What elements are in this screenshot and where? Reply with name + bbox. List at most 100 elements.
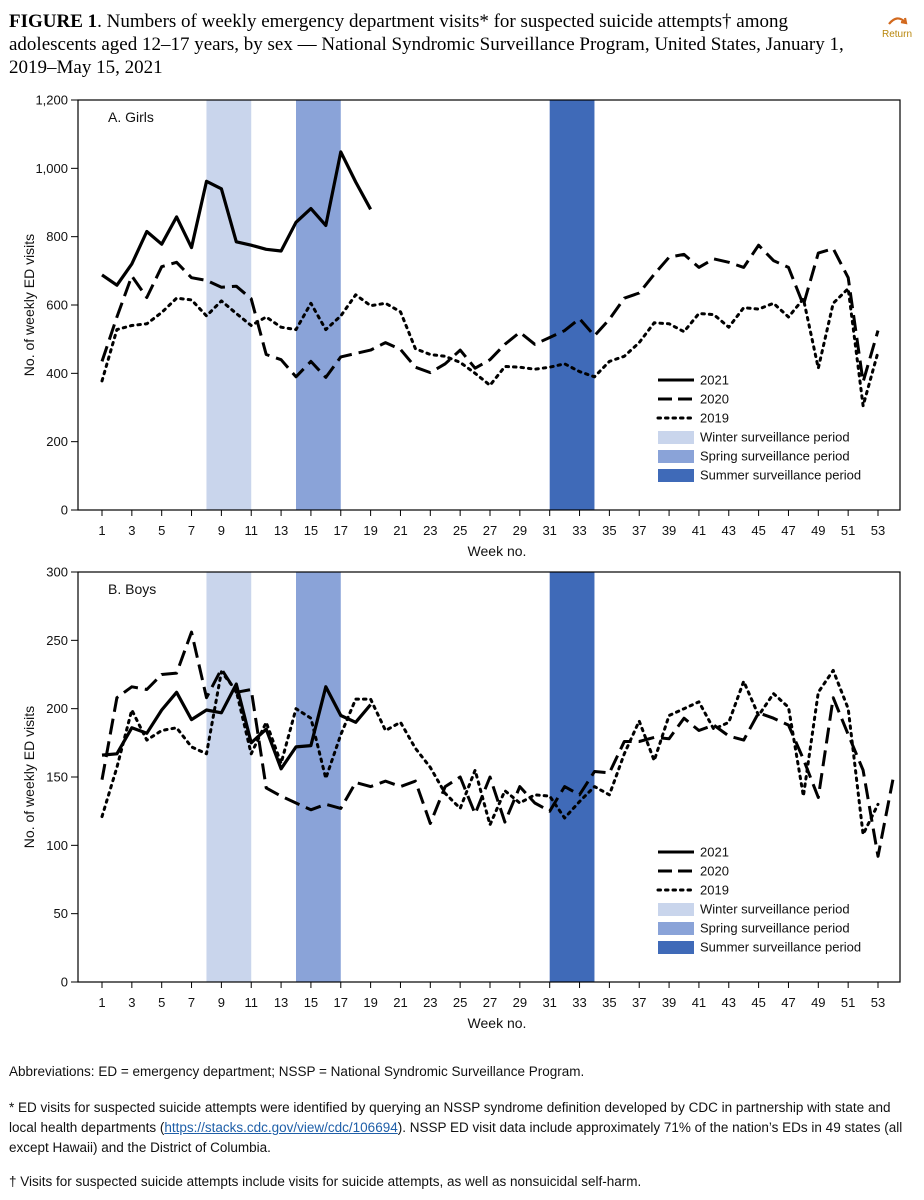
- boys-ytick-label-50: 50: [54, 906, 68, 921]
- boys-legend-label-band-0: Winter surveillance period: [700, 902, 850, 917]
- girls-xtick-label-27: 27: [483, 523, 497, 538]
- girls-legend-label-2021: 2021: [700, 373, 729, 388]
- girls-series-2021: [101, 150, 373, 287]
- boys-xtick-label-5: 5: [158, 995, 165, 1010]
- boys-ytick-label-0: 0: [61, 975, 68, 990]
- boys-yaxis-title: No. of weekly ED visits: [21, 706, 37, 848]
- girls-xtick-label-33: 33: [572, 523, 586, 538]
- girls-xtick-label-47: 47: [781, 523, 795, 538]
- girls-xtick-label-7: 7: [188, 523, 195, 538]
- girls-xtick-label-39: 39: [662, 523, 676, 538]
- girls-xtick-label-1: 1: [98, 523, 105, 538]
- boys-xtick-label-45: 45: [751, 995, 765, 1010]
- boys-xtick-label-51: 51: [841, 995, 855, 1010]
- return-button[interactable]: Return: [874, 14, 920, 44]
- boys-xtick-label-9: 9: [218, 995, 225, 1010]
- boys-legend-label-band-2: Summer surveillance period: [700, 940, 861, 955]
- girls-band-0: [206, 100, 252, 510]
- girls-xtick-label-11: 11: [244, 523, 258, 538]
- boys-xtick-label-23: 23: [423, 995, 437, 1010]
- girls-xtick-label-5: 5: [158, 523, 165, 538]
- footnote-ed-visits-before: * ED visits for suspected suicide attemp…: [9, 1100, 891, 1135]
- boys-xtick-label-7: 7: [188, 995, 195, 1010]
- boys-xtick-label-29: 29: [513, 995, 527, 1010]
- girls-xtick-label-3: 3: [128, 523, 135, 538]
- girls-xtick-label-43: 43: [722, 523, 736, 538]
- girls-ytick-label-800: 800: [46, 229, 68, 244]
- boys-ytick-label-300: 300: [46, 565, 68, 580]
- boys-legend-swatch-band-0: [658, 903, 694, 916]
- boys-series-2020: [100, 630, 895, 858]
- abbreviations-text: ED = emergency department; NSSP = Nation…: [94, 1064, 585, 1079]
- girls-xtick-label-17: 17: [334, 523, 348, 538]
- girls-ytick-label-1200: 1,200: [35, 93, 68, 108]
- boys-xtick-label-33: 33: [572, 995, 586, 1010]
- boys-xtick-label-11: 11: [244, 995, 258, 1010]
- girls-xtick-label-25: 25: [453, 523, 467, 538]
- girls-ytick-label-200: 200: [46, 434, 68, 449]
- boys-xtick-label-35: 35: [602, 995, 616, 1010]
- girls-xtick-label-19: 19: [363, 523, 377, 538]
- girls-xtick-label-45: 45: [751, 523, 765, 538]
- boys-xtick-label-15: 15: [304, 995, 318, 1010]
- girls-xtick-label-51: 51: [841, 523, 855, 538]
- girls-legend-label-2020: 2020: [700, 392, 729, 407]
- girls-xtick-label-49: 49: [811, 523, 825, 538]
- boys-xtick-label-21: 21: [393, 995, 407, 1010]
- girls-ytick-label-600: 600: [46, 298, 68, 313]
- girls-legend-swatch-band-1: [658, 450, 694, 463]
- girls-xtick-label-21: 21: [393, 523, 407, 538]
- boys-xtick-label-1: 1: [98, 995, 105, 1010]
- boys-xtick-label-25: 25: [453, 995, 467, 1010]
- girls-band-1: [296, 100, 341, 510]
- cdc-stacks-link[interactable]: https://stacks.cdc.gov/view/cdc/106694: [164, 1120, 398, 1135]
- girls-series-2019: [100, 287, 880, 408]
- figure-title-text: Numbers of weekly emergency department v…: [9, 11, 844, 78]
- figure-label: FIGURE 1: [9, 11, 98, 32]
- girls-xtick-label-23: 23: [423, 523, 437, 538]
- boys-band-1: [296, 572, 341, 982]
- girls-legend-swatch-band-0: [658, 431, 694, 444]
- girls-ytick-label-400: 400: [46, 366, 68, 381]
- boys-xtick-label-49: 49: [811, 995, 825, 1010]
- girls-xtick-label-37: 37: [632, 523, 646, 538]
- girls-legend-label-band-1: Spring surveillance period: [700, 449, 850, 464]
- boys-xtick-label-13: 13: [274, 995, 288, 1010]
- girls-legend-swatch-band-2: [658, 469, 694, 482]
- footnote-suicide-attempts: † Visits for suspected suicide attempts …: [9, 1174, 642, 1189]
- footnote-ed-visits: * ED visits for suspected suicide attemp…: [9, 1098, 909, 1158]
- girls-xtick-label-41: 41: [692, 523, 706, 538]
- boys-legend-swatch-band-1: [658, 922, 694, 935]
- boys-legend-label-2021: 2021: [700, 845, 729, 860]
- abbreviations-label: Abbreviations:: [9, 1064, 95, 1079]
- boys-xtick-label-3: 3: [128, 995, 135, 1010]
- girls-panel-label: A. Girls: [108, 109, 154, 125]
- boys-xtick-label-31: 31: [542, 995, 556, 1010]
- boys-legend-label-band-1: Spring surveillance period: [700, 921, 850, 936]
- boys-xtick-label-39: 39: [662, 995, 676, 1010]
- girls-legend-label-2019: 2019: [700, 411, 729, 426]
- boys-series-2021: [101, 682, 372, 771]
- boys-xtick-label-37: 37: [632, 995, 646, 1010]
- footnote-ed-visits-after: ). NSSP ED visit data include approximat…: [9, 1120, 903, 1155]
- boys-ytick-label-250: 250: [46, 633, 68, 648]
- girls-band-2: [549, 100, 595, 510]
- boys-xtick-label-19: 19: [363, 995, 377, 1010]
- boys-xtick-label-41: 41: [692, 995, 706, 1010]
- boys-ytick-label-150: 150: [46, 770, 68, 785]
- boys-ytick-label-200: 200: [46, 701, 68, 716]
- boys-xtick-label-53: 53: [871, 995, 885, 1010]
- boys-band-0: [206, 572, 252, 982]
- figure-title: FIGURE 1. Numbers of weekly emergency de…: [9, 11, 844, 78]
- boys-legend-swatch-band-2: [658, 941, 694, 954]
- girls-yaxis-title: No. of weekly ED visits: [21, 234, 37, 376]
- boys-xtick-label-47: 47: [781, 995, 795, 1010]
- boys-xtick-label-27: 27: [483, 995, 497, 1010]
- girls-ytick-label-1000: 1,000: [35, 161, 68, 176]
- return-arrow-icon: [874, 14, 920, 28]
- girls-ytick-label-0: 0: [61, 503, 68, 518]
- girls-legend-label-band-0: Winter surveillance period: [700, 430, 850, 445]
- girls-xtick-label-35: 35: [602, 523, 616, 538]
